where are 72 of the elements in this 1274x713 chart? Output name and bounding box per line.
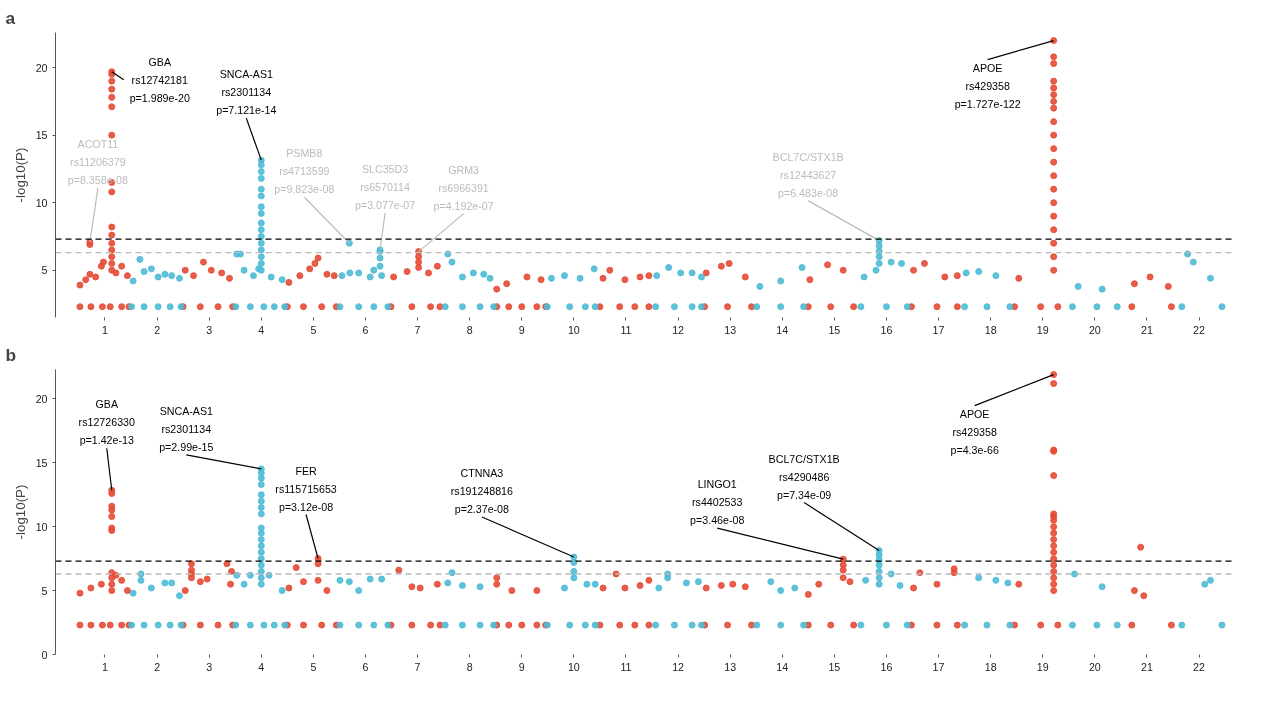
x-tick-label: 10 [567,660,580,673]
annotation: SNCA-AS1 rs2301134 p=7.121e-14 [216,68,277,117]
annotation: CTNNA3 rs191248816 p=2.37e-08 [450,466,514,515]
x-tick-label: 19 [1036,660,1049,673]
x-tick-label: 1 [102,323,109,336]
x-tick-label: 2 [154,323,161,336]
chart-title: b [5,344,17,365]
x-tick-label: 7 [414,660,421,673]
y-tick-label: 10 [35,520,48,533]
x-tick-label: 1 [102,660,109,673]
x-tick-label: 5 [310,660,317,673]
annotation: SLC35D3 rs6570114 p=3.077e-07 [354,162,416,211]
y-tick-label: 15 [35,129,48,142]
annotation: GRM3 rs6966391 p=4.192e-07 [433,163,494,212]
x-tick-label: 15 [828,660,841,673]
annotation: APOE rs429358 p=4.3e-66 [950,407,999,456]
x-tick-label: 11 [620,323,632,336]
x-tick-label: 13 [724,323,737,336]
x-tick-label: 9 [518,660,525,673]
x-tick-label: 10 [567,323,580,336]
x-tick-label: 6 [362,660,369,673]
annotation: APOE rs429358 p=1.727e-122 [954,61,1021,110]
x-tick-label: 4 [258,323,265,336]
x-tick-label: 16 [880,660,893,673]
annotation: PSMB8 rs4713599 p=9.823e-08 [274,147,335,196]
x-tick-label: 5 [310,323,317,336]
annotation: LINGO1 rs4402533 p=3.46e-08 [690,478,745,527]
x-tick-label: 3 [206,323,213,336]
annotation: BCL7C/STX1B rs4290486 p=7.34e-09 [768,452,840,501]
x-tick-label: 14 [776,323,789,336]
annotation: BCL7C/STX1B rs12443627 p=6.483e-08 [772,150,844,199]
y-tick-label: 0 [41,648,48,661]
y-tick-label: 20 [35,61,48,74]
x-tick-label: 14 [776,660,789,673]
x-tick-label: 12 [672,660,685,673]
annotation: GBA rs12726330 p=1.42e-13 [78,398,135,447]
y-axis-title: -log10(P) [12,484,28,540]
y-tick-label: 5 [41,264,48,277]
x-tick-label: 13 [724,660,737,673]
annotation: GBA rs12742181 p=1.989e-20 [129,55,190,104]
x-tick-label: 17 [932,660,945,673]
x-tick-label: 3 [206,660,213,673]
x-tick-label: 17 [932,323,945,336]
x-tick-label: 16 [880,323,893,336]
y-tick-label: 15 [35,456,48,469]
x-tick-label: 4 [258,660,265,673]
y-tick-label: 10 [35,196,48,209]
x-tick-label: 21 [1141,660,1153,673]
y-tick-label: 5 [41,584,48,597]
x-tick-label: 12 [672,323,685,336]
x-tick-label: 7 [414,323,421,336]
x-tick-label: 18 [984,660,997,673]
annotation: ACOT11 rs11206379 p=8.358e-08 [67,138,129,187]
x-tick-label: 2 [154,660,161,673]
y-axis-title: -log10(P) [12,147,28,203]
x-tick-label: 20 [1088,660,1101,673]
annotation: SNCA-AS1 rs2301134 p=2.99e-15 [159,404,214,453]
y-tick-label: 20 [35,392,48,405]
x-tick-label: 22 [1193,323,1206,336]
x-tick-label: 15 [828,323,841,336]
x-tick-label: 19 [1036,323,1049,336]
x-tick-label: 6 [362,323,369,336]
x-tick-label: 22 [1193,660,1206,673]
x-tick-label: 20 [1088,323,1101,336]
x-tick-label: 11 [620,660,632,673]
chart-title: a [5,7,16,28]
x-tick-label: 18 [984,323,997,336]
x-tick-label: 8 [466,660,473,673]
x-tick-label: 9 [518,323,525,336]
x-tick-label: 21 [1141,323,1153,336]
annotation: FER rs115715653 p=3.12e-08 [275,464,337,513]
x-tick-label: 8 [466,323,473,336]
